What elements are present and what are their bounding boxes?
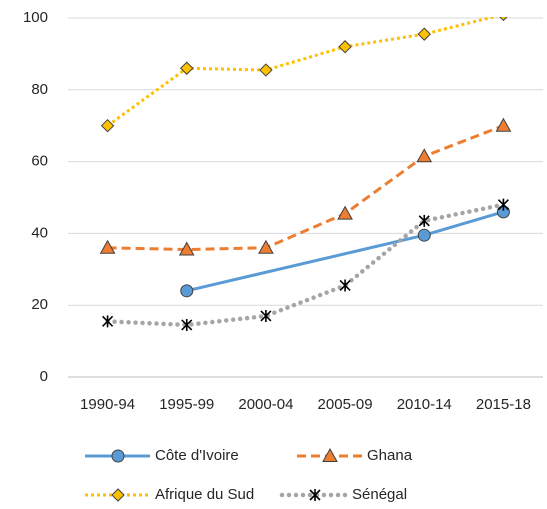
y-tick-label: 20 bbox=[31, 296, 48, 313]
series-line bbox=[106, 17, 500, 127]
marker bbox=[497, 198, 509, 211]
legend-marker bbox=[111, 488, 125, 502]
legend-label: Ghana bbox=[367, 447, 413, 464]
marker bbox=[180, 61, 194, 75]
y-tick-label: 40 bbox=[31, 224, 48, 241]
marker bbox=[416, 148, 433, 163]
legend-marker bbox=[322, 447, 338, 462]
marker bbox=[180, 284, 194, 298]
gap-connector bbox=[186, 233, 425, 293]
series-line bbox=[423, 210, 504, 237]
x-tick-label: 2015-18 bbox=[476, 396, 531, 413]
marker bbox=[260, 309, 272, 322]
x-tick-label: 2005-09 bbox=[318, 396, 373, 413]
x-tick-label: 1995-99 bbox=[159, 396, 214, 413]
x-tick-label: 1990-94 bbox=[80, 396, 135, 413]
marker bbox=[338, 40, 352, 54]
marker bbox=[337, 205, 353, 220]
x-tick-label: 2010-14 bbox=[397, 396, 452, 413]
marker bbox=[181, 318, 193, 331]
legend-marker bbox=[111, 449, 125, 463]
marker bbox=[99, 239, 116, 254]
legend-marker bbox=[309, 489, 321, 501]
marker bbox=[259, 63, 273, 77]
marker bbox=[100, 118, 115, 133]
marker bbox=[178, 241, 195, 256]
legend-label: Côte d'Ivoire bbox=[155, 447, 239, 464]
series-line bbox=[105, 202, 506, 328]
y-tick-label: 100 bbox=[23, 9, 48, 26]
y-tick-label: 80 bbox=[31, 81, 48, 98]
marker bbox=[417, 228, 431, 242]
legend-label: Afrique du Sud bbox=[155, 486, 254, 503]
marker bbox=[339, 279, 351, 292]
y-tick-label: 0 bbox=[40, 368, 48, 385]
legend-label: Sénégal bbox=[352, 486, 407, 503]
marker bbox=[418, 214, 430, 227]
marker bbox=[495, 117, 512, 132]
y-tick-label: 60 bbox=[31, 153, 48, 170]
grid: 0 20 40 60 80 100 1990-94 1995-99 2000-04 2005-09… bbox=[23, 9, 543, 413]
plot-area bbox=[99, 17, 512, 331]
legend: Côte d'Ivoire Ghana Afrique du Sud Sénégal bbox=[85, 447, 413, 503]
marker bbox=[258, 239, 274, 254]
marker bbox=[102, 315, 114, 328]
marker bbox=[499, 17, 508, 22]
x-tick-label: 2000-04 bbox=[238, 396, 293, 413]
series-line bbox=[107, 124, 504, 252]
marker bbox=[417, 27, 431, 41]
